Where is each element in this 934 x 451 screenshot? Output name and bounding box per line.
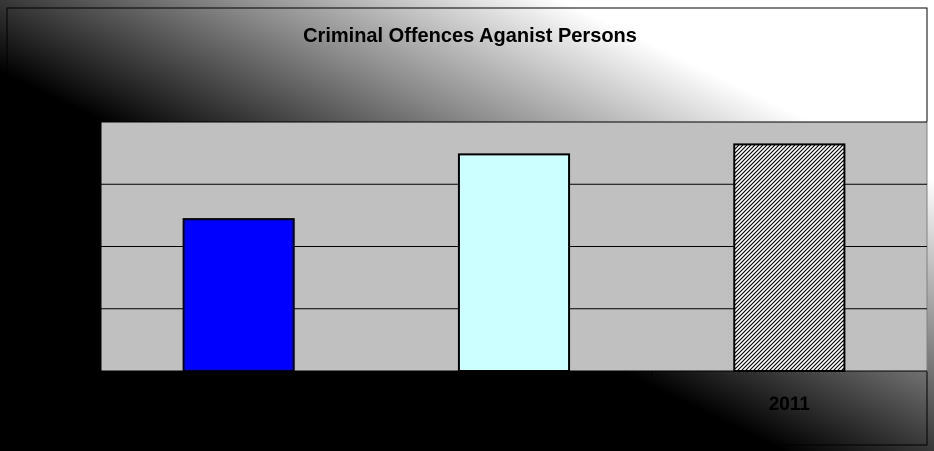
y-tick-label: 25 — [74, 300, 96, 321]
bar-2011 — [733, 143, 846, 372]
x-tick-label: 2011 — [769, 394, 811, 415]
y-tick-label: 50 — [74, 238, 95, 259]
plot-area: 0 25 50 75 100 2013 2012 2011 — [63, 113, 928, 415]
y-tick-label: 75 — [74, 175, 96, 196]
bar-2012 — [457, 153, 571, 372]
chart-title: Criminal Offences Aganist Persons — [303, 25, 637, 47]
x-tick-label: 2013 — [218, 394, 260, 415]
bar-2013 — [182, 218, 295, 372]
x-tick-label: 2012 — [493, 394, 535, 415]
y-tick-label: 100 — [63, 113, 95, 134]
y-tick-label: 0 — [84, 362, 95, 383]
